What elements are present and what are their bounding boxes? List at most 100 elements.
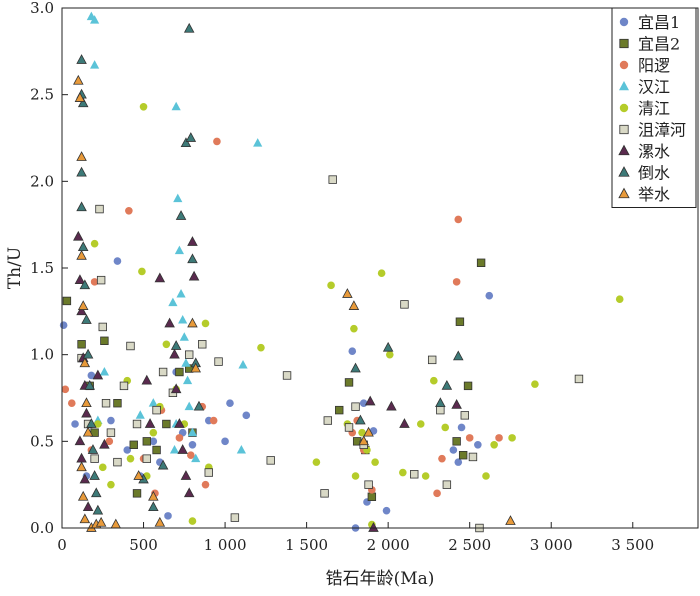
data-point [126, 454, 135, 463]
x-axis-label: 锆石年龄(Ma) [326, 569, 435, 589]
data-point [99, 438, 110, 449]
data-point [74, 92, 86, 102]
legend-label: 漯水 [638, 142, 670, 161]
data-point [482, 472, 490, 480]
legend-marker [619, 103, 629, 113]
data-point [327, 281, 335, 290]
y-tick-label: 1.5 [30, 259, 54, 277]
data-point [201, 480, 210, 489]
data-point [82, 348, 94, 359]
data-point [187, 253, 198, 264]
data-point [107, 480, 115, 489]
data-point [442, 480, 452, 489]
data-point [77, 490, 89, 501]
data-point [382, 341, 394, 352]
data-point [164, 512, 172, 520]
data-point [113, 457, 122, 467]
data-point [90, 454, 99, 463]
data-point [441, 423, 450, 432]
legend-label: 倒水 [638, 164, 670, 183]
data-point [266, 456, 275, 465]
data-point [190, 362, 201, 373]
data-point [198, 340, 207, 349]
data-point [350, 324, 358, 333]
data-point [176, 288, 186, 298]
data-point [184, 350, 194, 359]
data-point [89, 470, 100, 480]
data-point [133, 470, 144, 480]
data-point [123, 446, 132, 454]
axes: 0 500 1 000 1 500 2 000 2 500 3 000 3 500 0.0 0.5… [30, 0, 699, 554]
data-point [62, 296, 72, 306]
data-point [386, 400, 397, 411]
data-point [76, 452, 87, 463]
data-point [74, 274, 86, 284]
data-point [90, 239, 99, 248]
data-point [476, 258, 486, 267]
data-point [77, 300, 89, 310]
x-tick-label: 500 [129, 536, 158, 554]
data-point [441, 379, 453, 390]
data-point [73, 74, 84, 85]
y-axis-label: Th/U [5, 247, 25, 289]
data-point [438, 454, 446, 463]
x-tick-label: 0 [57, 536, 67, 554]
data-point [90, 278, 99, 286]
data-point [148, 398, 158, 407]
data-point [82, 501, 94, 512]
data-point [168, 297, 178, 307]
data-point [86, 418, 97, 428]
data-point [79, 357, 91, 368]
data-point [455, 317, 465, 326]
data-point [98, 463, 107, 472]
data-point [169, 444, 180, 454]
data-point [348, 300, 360, 310]
data-point [193, 400, 205, 411]
data-point [463, 381, 473, 391]
data-point [87, 444, 99, 454]
x-tick-label: 3 000 [530, 536, 573, 554]
data-point [152, 445, 161, 455]
data-point [188, 517, 197, 525]
data-point [135, 410, 145, 419]
data-point [174, 245, 185, 255]
data-point [177, 444, 188, 454]
x-tick-label: 1 000 [204, 536, 247, 554]
legend-label: 宜昌2 [638, 35, 680, 54]
data-point [149, 428, 158, 437]
data-point [435, 397, 446, 408]
data-point [468, 452, 478, 462]
data-point [187, 451, 195, 460]
y-tick-label: 0.0 [30, 519, 54, 537]
x-tick-label: 2 000 [367, 536, 410, 554]
data-point [187, 236, 198, 246]
data-point [164, 317, 175, 328]
data-point [179, 332, 189, 341]
data-point [169, 348, 180, 359]
data-point [158, 367, 168, 377]
plot-area [59, 11, 624, 533]
data-point [213, 137, 221, 146]
data-point [95, 204, 104, 214]
data-point [226, 399, 234, 408]
legend-marker [619, 17, 629, 27]
data-point [508, 434, 516, 442]
data-point [282, 371, 292, 380]
data-point [79, 473, 91, 484]
data-point [175, 210, 187, 220]
data-point [188, 441, 197, 449]
data-point [81, 314, 92, 324]
data-point [98, 322, 107, 332]
data-point [77, 340, 86, 349]
legend-marker [619, 38, 629, 49]
data-point [188, 270, 200, 281]
data-point [184, 401, 194, 411]
data-point [175, 434, 184, 442]
data-point [76, 249, 87, 260]
data-point [175, 367, 184, 377]
data-point [162, 340, 171, 349]
data-point [90, 15, 100, 24]
data-point [87, 371, 96, 380]
